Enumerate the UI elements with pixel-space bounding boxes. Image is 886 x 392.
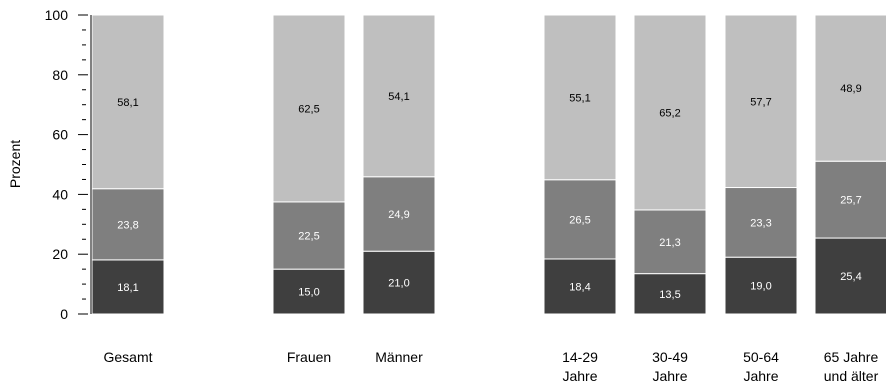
bar-segment — [362, 250, 436, 315]
y-tick-label: 20 — [52, 246, 68, 262]
bar-segment — [633, 273, 707, 315]
y-tick-label: 0 — [60, 306, 68, 322]
data-label: 24,9 — [388, 209, 409, 221]
x-axis-labels: Gesamt Frauen Männer 14-29 Jahre 30-49 Jahre 50… — [103, 349, 878, 384]
data-label: 65,2 — [659, 107, 680, 119]
data-label: 23,8 — [117, 219, 138, 231]
y-tick-label: 80 — [52, 67, 68, 83]
x-tick-label: 50-64 — [743, 349, 779, 365]
data-label: 57,7 — [750, 96, 771, 108]
x-tick-label: Jahre — [562, 368, 597, 384]
x-tick-label: Jahre — [743, 368, 778, 384]
data-label: 18,1 — [117, 282, 138, 294]
y-axis: 0 20 40 60 80 100 — [45, 7, 92, 322]
bar-segment — [272, 201, 346, 270]
data-label: 25,4 — [840, 271, 861, 283]
bar-segment — [814, 237, 886, 315]
data-label: 26,5 — [569, 214, 590, 226]
data-label: 15,0 — [298, 287, 319, 299]
bar-segment — [633, 209, 707, 275]
bar-segment — [543, 179, 617, 260]
x-tick-label: Männer — [375, 349, 423, 365]
data-label: 21,3 — [659, 237, 680, 249]
data-label: 48,9 — [840, 83, 861, 95]
x-tick-label: 14-29 — [562, 349, 598, 365]
bar-segment — [724, 14, 798, 189]
x-tick-label: 65 Jahre — [824, 349, 879, 365]
data-label: 58,1 — [117, 97, 138, 109]
data-label: 25,7 — [840, 195, 861, 207]
x-tick-label: 30-49 — [652, 349, 688, 365]
bars: 18,1 23,8 58,1 15,0 22,5 62,5 21,0 24,9 54,1 18,4… — [91, 14, 886, 315]
data-label: 23,3 — [750, 217, 771, 229]
y-tick-label: 40 — [52, 186, 68, 202]
x-tick-label: Frauen — [287, 349, 331, 365]
y-tick-label: 100 — [45, 7, 69, 23]
bar-segment — [272, 14, 346, 203]
y-tick-label: 60 — [52, 127, 68, 143]
bar-segment — [543, 14, 617, 181]
bar-segment — [724, 187, 798, 258]
data-label: 22,5 — [298, 231, 319, 243]
bar-segment — [814, 160, 886, 239]
bar-segment — [633, 14, 707, 211]
bar-segment — [91, 259, 165, 315]
data-label: 18,4 — [569, 281, 590, 293]
data-label: 62,5 — [298, 103, 319, 115]
data-label: 19,0 — [750, 281, 771, 293]
data-label: 55,1 — [569, 92, 590, 104]
data-label: 54,1 — [388, 91, 409, 103]
data-label: 13,5 — [659, 289, 680, 301]
data-label: 21,0 — [388, 278, 409, 290]
bar-segment — [91, 188, 165, 261]
bar-segment — [724, 256, 798, 315]
bar-segment — [362, 14, 436, 178]
x-tick-label: Gesamt — [103, 349, 152, 365]
x-tick-label: und älter — [824, 368, 879, 384]
y-axis-title: Prozent — [7, 140, 23, 188]
x-tick-label: Jahre — [652, 368, 687, 384]
bar-segment — [814, 14, 886, 162]
bar-segment — [91, 14, 165, 190]
